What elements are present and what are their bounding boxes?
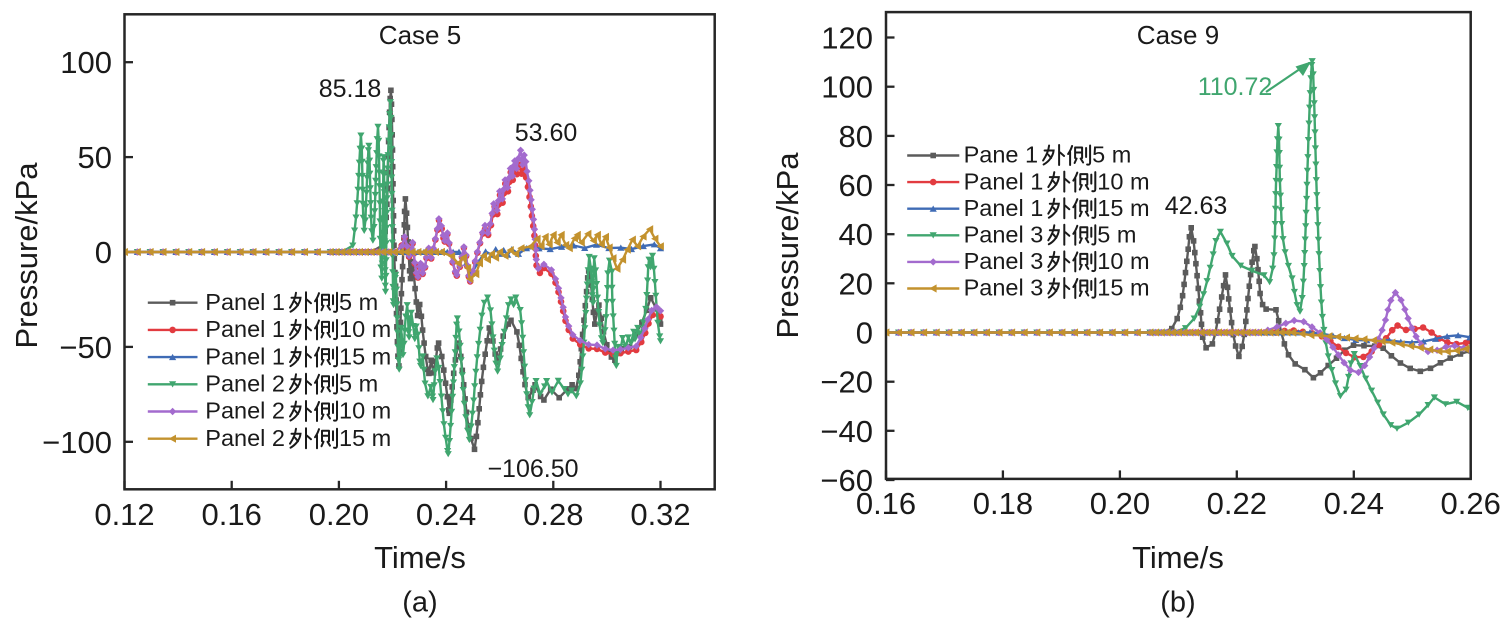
svg-text:Panel 3: Panel 3 xyxy=(964,275,1044,301)
svg-text:0.24: 0.24 xyxy=(416,497,476,532)
svg-text:0.26: 0.26 xyxy=(1441,486,1501,521)
svg-text:0: 0 xyxy=(856,316,873,351)
svg-text:0: 0 xyxy=(95,235,112,270)
svg-text:Panel 1: Panel 1 xyxy=(205,343,285,369)
svg-text:0.12: 0.12 xyxy=(94,497,154,532)
svg-text:Pressure/kPa: Pressure/kPa xyxy=(9,162,44,349)
svg-text:Panel 1: Panel 1 xyxy=(205,316,285,342)
svg-text:100: 100 xyxy=(60,45,112,80)
svg-text:100: 100 xyxy=(821,70,873,105)
svg-text:−100: −100 xyxy=(42,425,112,460)
svg-text:Panel 3: Panel 3 xyxy=(964,248,1044,274)
svg-text:53.60: 53.60 xyxy=(515,119,578,147)
svg-text:Panel 1: Panel 1 xyxy=(205,289,285,315)
svg-text:110.72: 110.72 xyxy=(1198,73,1273,101)
svg-text:Panel 3: Panel 3 xyxy=(964,222,1044,248)
svg-text:0.16: 0.16 xyxy=(856,486,916,521)
svg-text:(a): (a) xyxy=(402,587,437,619)
svg-text:Case 5: Case 5 xyxy=(379,20,461,50)
svg-text:5 m: 5 m xyxy=(339,289,378,315)
svg-text:Panel 2: Panel 2 xyxy=(205,371,285,397)
svg-text:0.16: 0.16 xyxy=(202,497,262,532)
svg-text:15 m: 15 m xyxy=(339,425,391,451)
svg-text:80: 80 xyxy=(839,119,873,154)
svg-text:Panel 2: Panel 2 xyxy=(205,425,285,451)
svg-text:−50: −50 xyxy=(59,330,112,365)
svg-text:42.63: 42.63 xyxy=(1165,192,1228,220)
svg-text:0.24: 0.24 xyxy=(1324,486,1384,521)
svg-text:15 m: 15 m xyxy=(1097,275,1149,301)
svg-text:Pane 1: Pane 1 xyxy=(964,142,1038,168)
svg-text:10 m: 10 m xyxy=(1097,168,1149,194)
svg-text:20: 20 xyxy=(839,266,873,301)
svg-text:120: 120 xyxy=(821,21,873,56)
svg-text:Time/s: Time/s xyxy=(1132,540,1224,575)
svg-text:15 m: 15 m xyxy=(339,343,391,369)
svg-text:−40: −40 xyxy=(820,414,873,449)
svg-text:10 m: 10 m xyxy=(1097,248,1149,274)
svg-text:40: 40 xyxy=(839,217,873,252)
svg-text:85.18: 85.18 xyxy=(319,75,382,103)
svg-text:50: 50 xyxy=(78,140,112,175)
svg-text:Panel 1: Panel 1 xyxy=(964,195,1044,221)
svg-text:0.20: 0.20 xyxy=(309,497,369,532)
svg-text:Pressure/kPa: Pressure/kPa xyxy=(770,152,805,339)
svg-text:10 m: 10 m xyxy=(339,316,391,342)
svg-text:−106.50: −106.50 xyxy=(487,455,578,483)
svg-text:0.20: 0.20 xyxy=(1090,486,1150,521)
svg-text:0.22: 0.22 xyxy=(1207,486,1267,521)
svg-text:5 m: 5 m xyxy=(1092,142,1131,168)
svg-text:10 m: 10 m xyxy=(339,398,391,424)
svg-text:Panel 1: Panel 1 xyxy=(964,168,1044,194)
svg-text:(b): (b) xyxy=(1160,587,1195,619)
svg-text:0.32: 0.32 xyxy=(630,497,690,532)
svg-text:Case 9: Case 9 xyxy=(1137,20,1219,50)
svg-text:Time/s: Time/s xyxy=(374,540,466,575)
svg-text:5 m: 5 m xyxy=(1097,222,1136,248)
svg-text:60: 60 xyxy=(839,168,873,203)
svg-text:Panel 2: Panel 2 xyxy=(205,398,285,424)
svg-text:−20: −20 xyxy=(820,365,873,400)
svg-text:5 m: 5 m xyxy=(339,371,378,397)
svg-text:−60: −60 xyxy=(820,463,873,498)
svg-text:0.18: 0.18 xyxy=(973,486,1033,521)
svg-text:0.28: 0.28 xyxy=(523,497,583,532)
svg-text:15 m: 15 m xyxy=(1097,195,1149,221)
